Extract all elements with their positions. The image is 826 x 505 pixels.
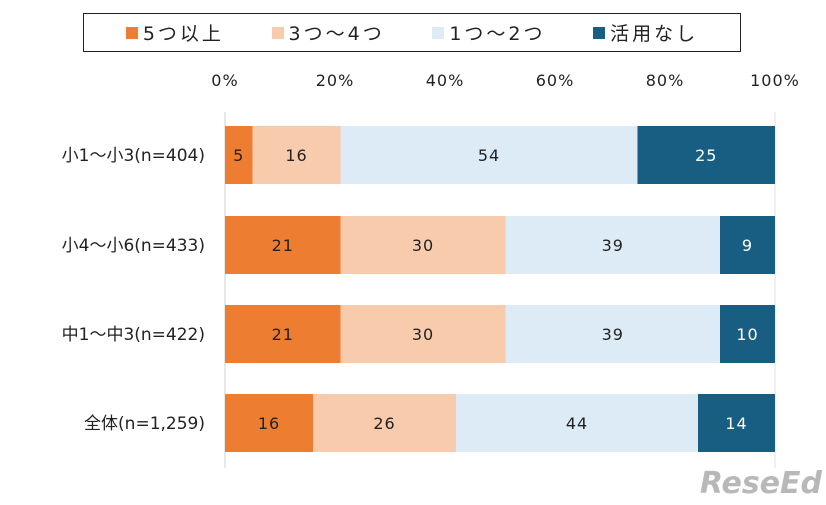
legend-item: 1つ〜2つ (432, 19, 545, 46)
bar-segment (225, 216, 341, 274)
legend-swatch (125, 26, 138, 39)
data-label: 26 (373, 414, 395, 433)
bar-segment (698, 394, 775, 452)
bar-segment (505, 216, 720, 274)
x-tick-label: 0% (211, 71, 238, 90)
data-label: 54 (478, 146, 500, 165)
bar-segment (720, 216, 775, 274)
x-tick-label: 100% (750, 71, 800, 90)
data-label: 10 (736, 325, 758, 344)
legend-item: 3つ〜4つ (271, 19, 385, 46)
data-label: 30 (412, 325, 434, 344)
legend-item: 活用なし (593, 19, 698, 46)
data-label: 16 (285, 146, 307, 165)
bar-segment (340, 216, 506, 274)
legend-label: 1つ〜2つ (449, 23, 546, 45)
bar-segment (456, 394, 698, 452)
watermark-logo: ReseEd (699, 466, 822, 501)
data-label: 25 (695, 146, 717, 165)
data-label: 16 (258, 414, 280, 433)
x-tick-label: 60% (536, 71, 575, 90)
x-tick-label: 80% (646, 71, 685, 90)
category-label: 全体(n=1,259) (84, 414, 205, 434)
legend-label: 5つ以上 (142, 23, 224, 45)
data-label: 39 (602, 236, 624, 255)
legend: 5つ以上 3つ〜4つ 1つ〜2つ 活用なし (83, 13, 741, 52)
x-tick-label: 20% (316, 71, 355, 90)
bar-segment (225, 126, 253, 184)
bar-segment (313, 394, 456, 452)
legend-swatch (593, 26, 606, 39)
data-label: 14 (725, 414, 747, 433)
data-label: 21 (272, 325, 294, 344)
data-label: 21 (272, 236, 294, 255)
data-label: 30 (412, 236, 434, 255)
legend-swatch (271, 26, 284, 39)
bar-segment (225, 305, 341, 363)
bar-segment (252, 126, 341, 184)
bar-segment (340, 305, 506, 363)
category-label: 小4〜小6(n=433) (62, 236, 205, 256)
data-label: 9 (742, 236, 753, 255)
bar-segment (225, 394, 313, 452)
legend-label: 活用なし (610, 23, 699, 45)
bar-segment (340, 126, 638, 184)
bar-segment (720, 305, 775, 363)
legend-label: 3つ〜4つ (288, 23, 385, 45)
legend-item: 5つ以上 (125, 19, 224, 46)
data-label: 44 (566, 414, 588, 433)
bar-segment (505, 305, 720, 363)
x-tick-label: 40% (426, 71, 465, 90)
legend-swatch (432, 26, 445, 39)
data-label: 39 (602, 325, 624, 344)
data-label: 5 (233, 146, 244, 165)
category-label: 小1〜小3(n=404) (62, 146, 205, 166)
bar-segment (637, 126, 775, 184)
category-label: 中1〜中3(n=422) (62, 325, 205, 345)
